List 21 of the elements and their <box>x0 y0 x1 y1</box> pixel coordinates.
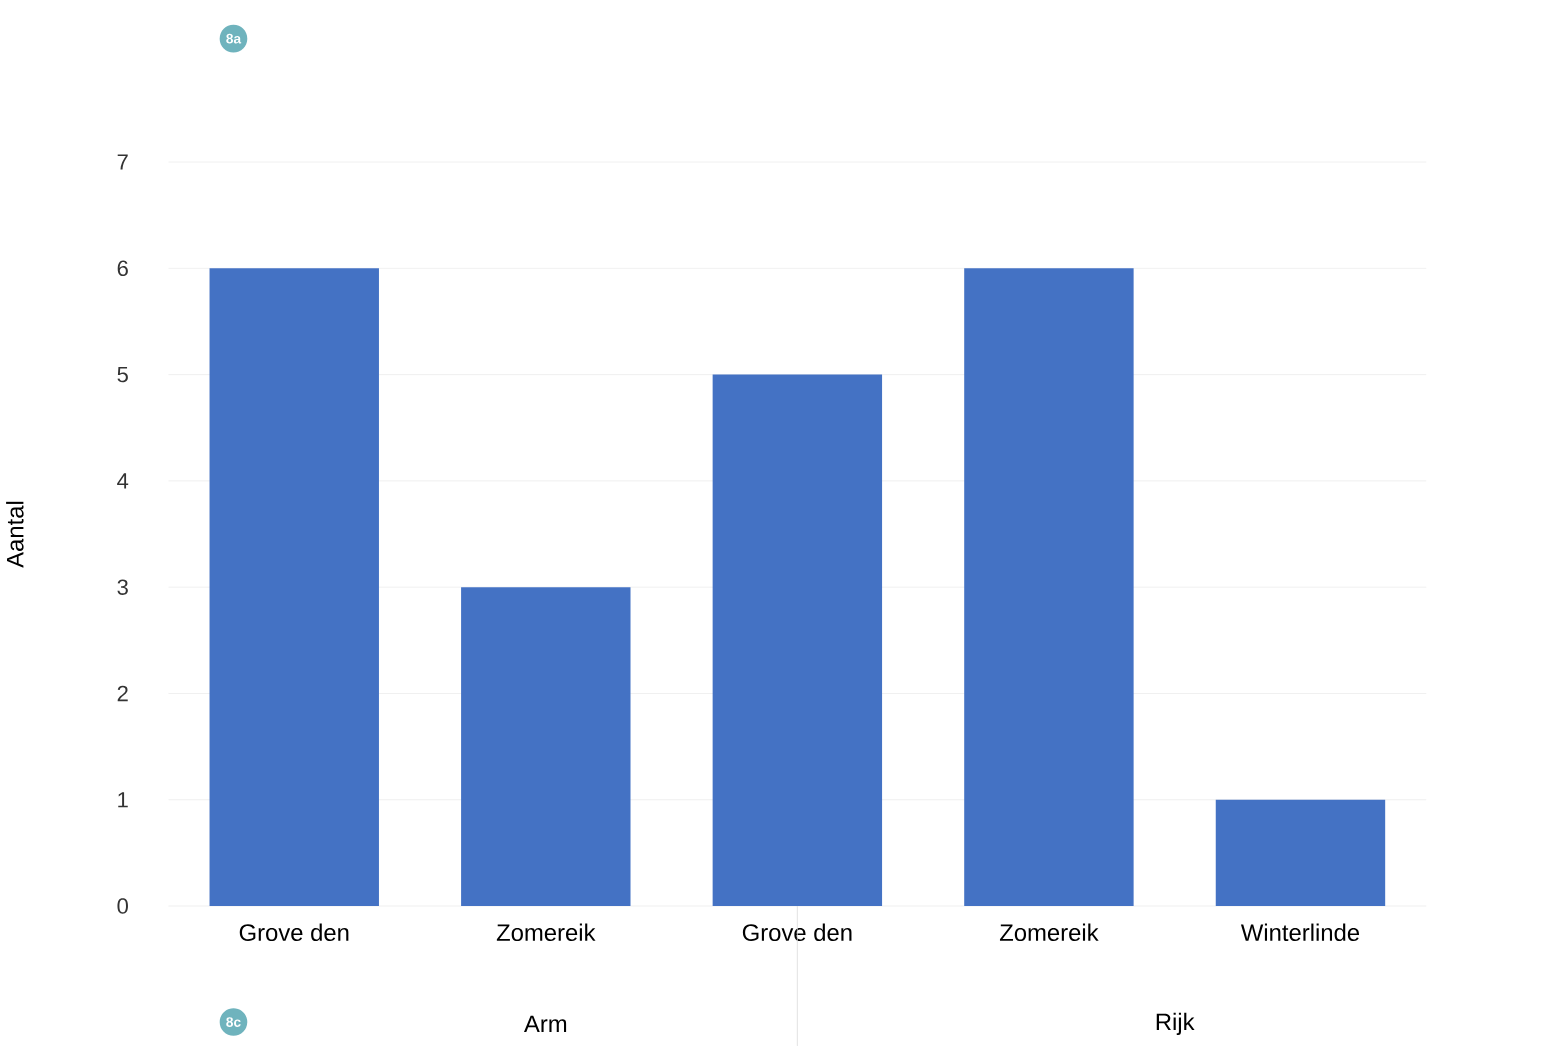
y-tick-label: 1 <box>118 792 128 808</box>
bar <box>1215 800 1386 907</box>
bar <box>209 268 379 907</box>
y-tick-label: 6 <box>117 260 128 277</box>
y-tick-label: 3 <box>117 579 128 596</box>
y-tick-label: 0 <box>117 898 128 915</box>
y-tick-label: 5 <box>117 367 128 383</box>
y-tick-label: 2 <box>117 686 128 702</box>
bar <box>712 374 883 907</box>
text: Arm <box>524 1015 567 1033</box>
x-tick-label: Grove den <box>742 923 852 942</box>
x-tick-label: Grove den <box>239 923 349 942</box>
x-tick-label: Zomereik <box>496 923 596 942</box>
bar <box>461 587 631 907</box>
x-tick-label: Zomereik <box>999 923 1099 942</box>
text: Rijk <box>1156 1013 1195 1036</box>
bar <box>964 268 1134 907</box>
x-tick-label: Winterlinde <box>1240 923 1360 942</box>
y-tick-label: 4 <box>117 473 129 489</box>
y-axis-title: Aantal <box>6 502 24 569</box>
y-tick-label: 7 <box>117 154 128 170</box>
